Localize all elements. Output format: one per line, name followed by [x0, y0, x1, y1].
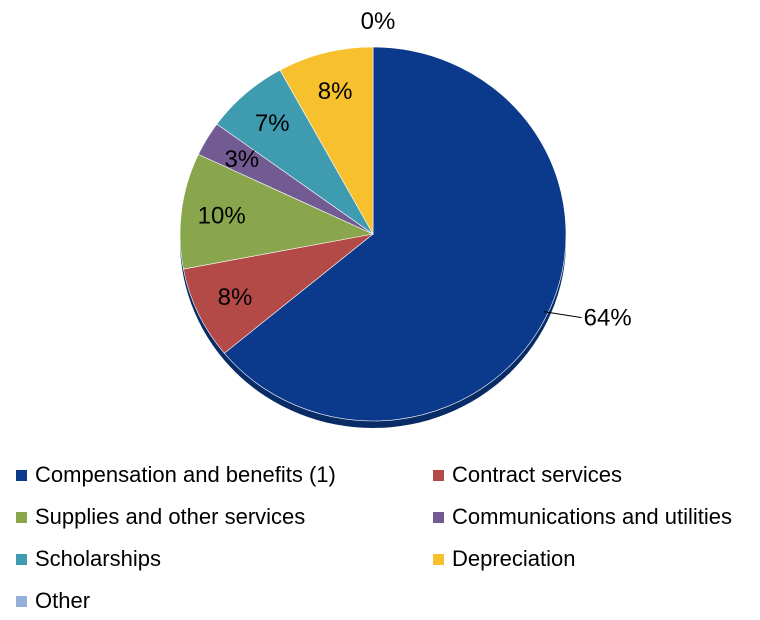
legend-label: Supplies and other services	[35, 504, 306, 529]
legend-item-supplies-and-other-services: Supplies and other services	[16, 502, 305, 532]
legend-label: Other	[35, 588, 91, 613]
legend-swatch	[16, 511, 27, 523]
legend-item-contract-services: Contract services	[433, 460, 622, 490]
data-label-communications-and-utilities: 3%	[224, 146, 259, 173]
legend-item-communications-and-utilities: Communications and utilities	[433, 502, 732, 532]
legend-swatch	[433, 469, 444, 481]
data-label-scholarships: 7%	[255, 110, 290, 137]
legend-item-compensation-and-benefits-1: Compensation and benefits (1)	[16, 460, 336, 490]
data-label-contract-services: 8%	[218, 284, 253, 311]
data-label-depreciation: 8%	[318, 78, 353, 105]
pie-slice-supplies-and-other-services	[179, 153, 374, 270]
data-label-supplies-and-other-services: 10%	[198, 203, 246, 230]
data-label-other: 0%	[361, 8, 396, 35]
pie-chart: 64% 8% 10% 3% 7% 8% 0%	[179, 8, 632, 428]
legend-label: Depreciation	[452, 546, 576, 571]
legend-label: Scholarships	[35, 546, 161, 571]
pie-slice-depreciation	[279, 46, 374, 236]
legend-item-depreciation: Depreciation	[433, 544, 576, 574]
legend-label: Contract services	[452, 462, 622, 487]
legend-swatch	[16, 469, 27, 481]
legend-swatch	[16, 553, 27, 565]
legend-label: Communications and utilities	[452, 504, 733, 529]
legend-swatch	[433, 553, 444, 565]
data-label-compensation-and-benefits-1: 64%	[584, 305, 632, 332]
pie-slice-compensation-and-benefits-1	[223, 46, 567, 422]
legend-swatch	[16, 595, 27, 607]
legend-item-scholarships: Scholarships	[16, 544, 161, 574]
legend-item-other: Other	[16, 586, 90, 616]
chart-legend: Compensation and benefits (1) Contract se…	[0, 460, 760, 620]
leader-line-compensation-and-benefits-1	[543, 311, 582, 319]
legend-label: Compensation and benefits (1)	[35, 462, 336, 487]
legend-swatch	[433, 511, 444, 523]
pie-slice-contract-services	[183, 233, 374, 354]
